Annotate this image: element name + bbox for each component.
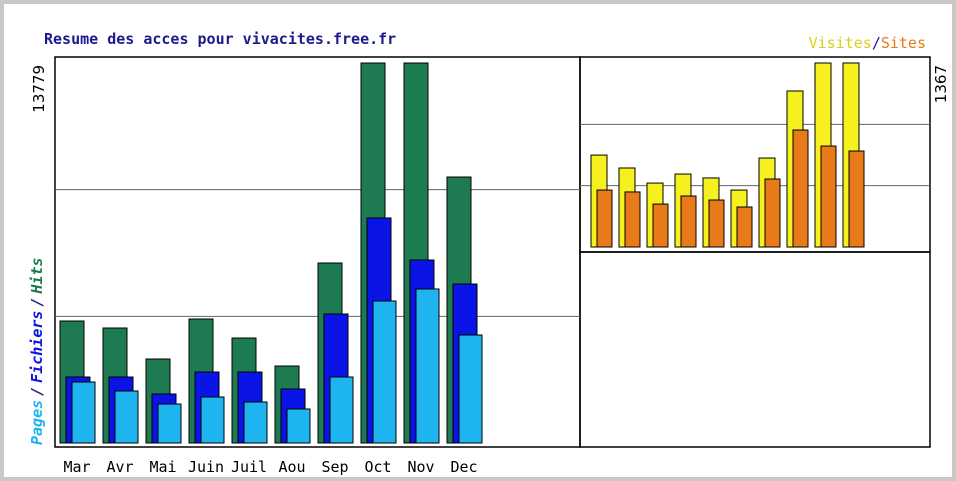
plot-frame <box>579 251 931 448</box>
x-tick-label: Sep <box>321 458 348 476</box>
y-tick-label: 1367 <box>932 65 950 103</box>
bar <box>243 401 268 444</box>
y-tick-label: 13779 <box>30 65 48 113</box>
bar <box>200 396 225 444</box>
separator: / <box>28 298 46 307</box>
legend-entry: Pages <box>28 400 46 445</box>
bar <box>415 288 440 444</box>
bar <box>372 300 397 444</box>
x-tick-label: Dec <box>450 458 477 476</box>
separator: / <box>872 34 881 52</box>
bar <box>157 403 182 444</box>
x-tick-label: Aou <box>278 458 305 476</box>
legend-entry: Sites <box>881 34 926 52</box>
bar <box>114 390 139 444</box>
x-tick-label: Juil <box>231 458 267 476</box>
bar <box>71 381 96 444</box>
bar <box>792 129 809 248</box>
separator: / <box>28 387 46 396</box>
legend-entry: Fichiers <box>28 311 46 383</box>
legend: Visites/Sites <box>809 34 926 52</box>
x-tick-label: Mar <box>63 458 90 476</box>
chart-title: Resume des acces pour vivacites.free.fr <box>44 30 396 48</box>
x-tick-label: Juin <box>188 458 224 476</box>
bar <box>820 145 837 248</box>
bar <box>736 206 753 248</box>
bar <box>680 195 697 248</box>
legend-entry: Visites <box>809 34 872 52</box>
bar <box>652 203 669 248</box>
bar <box>286 408 311 444</box>
legend-entry: Hits <box>28 257 46 294</box>
bar <box>848 150 865 248</box>
x-tick-label: Nov <box>407 458 434 476</box>
y-axis-label: Pages / Fichiers / Hits <box>28 257 46 445</box>
x-tick-label: Oct <box>364 458 391 476</box>
bar <box>458 334 483 444</box>
bar <box>624 191 641 248</box>
x-tick-label: Avr <box>106 458 133 476</box>
bar <box>708 199 725 248</box>
bar <box>764 178 781 248</box>
x-tick-label: Mai <box>149 458 176 476</box>
bar <box>329 376 354 444</box>
bar <box>596 189 613 248</box>
